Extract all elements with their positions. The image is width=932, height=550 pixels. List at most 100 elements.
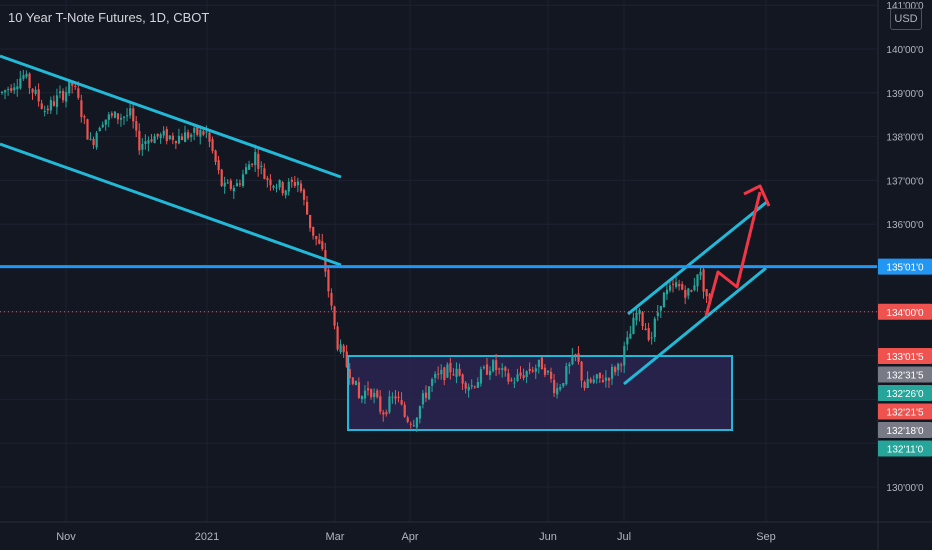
candle-body	[568, 364, 571, 367]
candle-body	[40, 103, 43, 109]
candle-body	[278, 180, 281, 188]
rising-channel-upper	[627, 199, 769, 316]
candle-body	[617, 363, 620, 371]
candle-body	[184, 132, 187, 142]
channel-upper-trendline	[0, 54, 342, 179]
candle-body	[388, 396, 391, 413]
candle-body	[254, 152, 257, 166]
candle-body	[211, 139, 214, 151]
candle-body	[80, 100, 83, 118]
price-label-text: 132'18'0	[886, 426, 924, 437]
candle-body	[119, 117, 123, 120]
candle-body	[13, 87, 16, 91]
candle-body	[110, 113, 113, 116]
y-tick-label: 130'00'0	[886, 483, 924, 494]
candle-body	[296, 181, 300, 186]
candle-body	[43, 111, 46, 113]
candle-body	[159, 134, 162, 139]
candle-body	[589, 379, 592, 383]
candle-body	[367, 388, 370, 391]
candle-body	[248, 164, 251, 170]
candle-body	[330, 292, 333, 306]
candle-body	[485, 364, 489, 375]
candle-body	[113, 111, 117, 118]
candle-body	[507, 373, 510, 382]
candle-body	[705, 289, 708, 297]
candle-body	[397, 396, 400, 398]
candle-body	[565, 366, 568, 385]
candle-body	[363, 390, 367, 399]
candle-body	[312, 226, 315, 236]
candle-body	[559, 386, 562, 390]
candle-body	[232, 187, 235, 192]
price-label-text: 135'01'0	[886, 263, 924, 274]
candle-body	[440, 369, 443, 375]
candle-body	[25, 73, 28, 77]
price-label-box	[878, 348, 932, 364]
candle-body	[501, 368, 504, 370]
candle-body	[638, 309, 641, 315]
currency-badge[interactable]: USD	[890, 8, 922, 30]
candle-body	[592, 379, 595, 383]
candle-body	[373, 392, 376, 398]
candle-body	[287, 181, 290, 192]
candle-body	[193, 127, 196, 133]
price-label-box	[878, 303, 932, 320]
candle-body	[123, 116, 126, 118]
candle-body	[550, 371, 553, 379]
candle-body	[428, 386, 431, 400]
candle-body	[467, 386, 470, 391]
candle-body	[266, 178, 269, 181]
candle-body	[665, 289, 669, 295]
candle-body	[672, 283, 675, 285]
candle-body	[598, 372, 601, 379]
candle-body	[299, 183, 303, 192]
candle-body	[245, 167, 248, 174]
candle-body	[519, 372, 522, 376]
price-label-text: 132'26'0	[886, 389, 924, 400]
candle-body	[156, 133, 159, 137]
candle-body	[415, 417, 418, 428]
candle-body	[4, 90, 7, 93]
candle-body	[604, 377, 608, 381]
candle-body	[696, 274, 699, 287]
candle-body	[385, 412, 388, 415]
candle-body	[699, 271, 702, 276]
candle-body	[238, 183, 242, 185]
candle-body	[522, 375, 525, 379]
candle-body	[571, 355, 574, 365]
candle-body	[443, 367, 446, 381]
x-tick-label: Sep	[756, 531, 776, 543]
candle-body	[46, 108, 49, 111]
candle-body	[318, 239, 321, 244]
candle-body	[406, 417, 409, 422]
candle-body	[336, 326, 339, 350]
candle-body	[98, 127, 101, 132]
candle-body	[208, 132, 211, 142]
candle-body	[684, 290, 687, 298]
rising-channel-lower	[623, 266, 767, 386]
price-label-text: 134'00'0	[886, 308, 924, 319]
candle-body	[10, 88, 13, 92]
projection-arrow	[704, 191, 762, 317]
candle-body	[574, 354, 577, 356]
candle-body	[376, 390, 379, 398]
candle-body	[196, 126, 199, 135]
candle-body	[611, 366, 614, 379]
price-label-text: 132'11'0	[887, 445, 924, 456]
candle-body	[37, 89, 40, 102]
candle-body	[74, 85, 77, 87]
price-label-box	[878, 422, 932, 438]
candle-body	[614, 367, 617, 373]
candle-body	[678, 284, 681, 287]
candle-body	[556, 388, 559, 395]
candle-body	[534, 368, 537, 372]
candle-body	[126, 115, 129, 117]
candle-body	[412, 425, 415, 427]
candle-body	[595, 374, 598, 379]
candle-body	[205, 131, 208, 133]
price-label-box	[878, 366, 932, 383]
candle-body	[662, 292, 666, 308]
candle-body	[479, 369, 483, 384]
